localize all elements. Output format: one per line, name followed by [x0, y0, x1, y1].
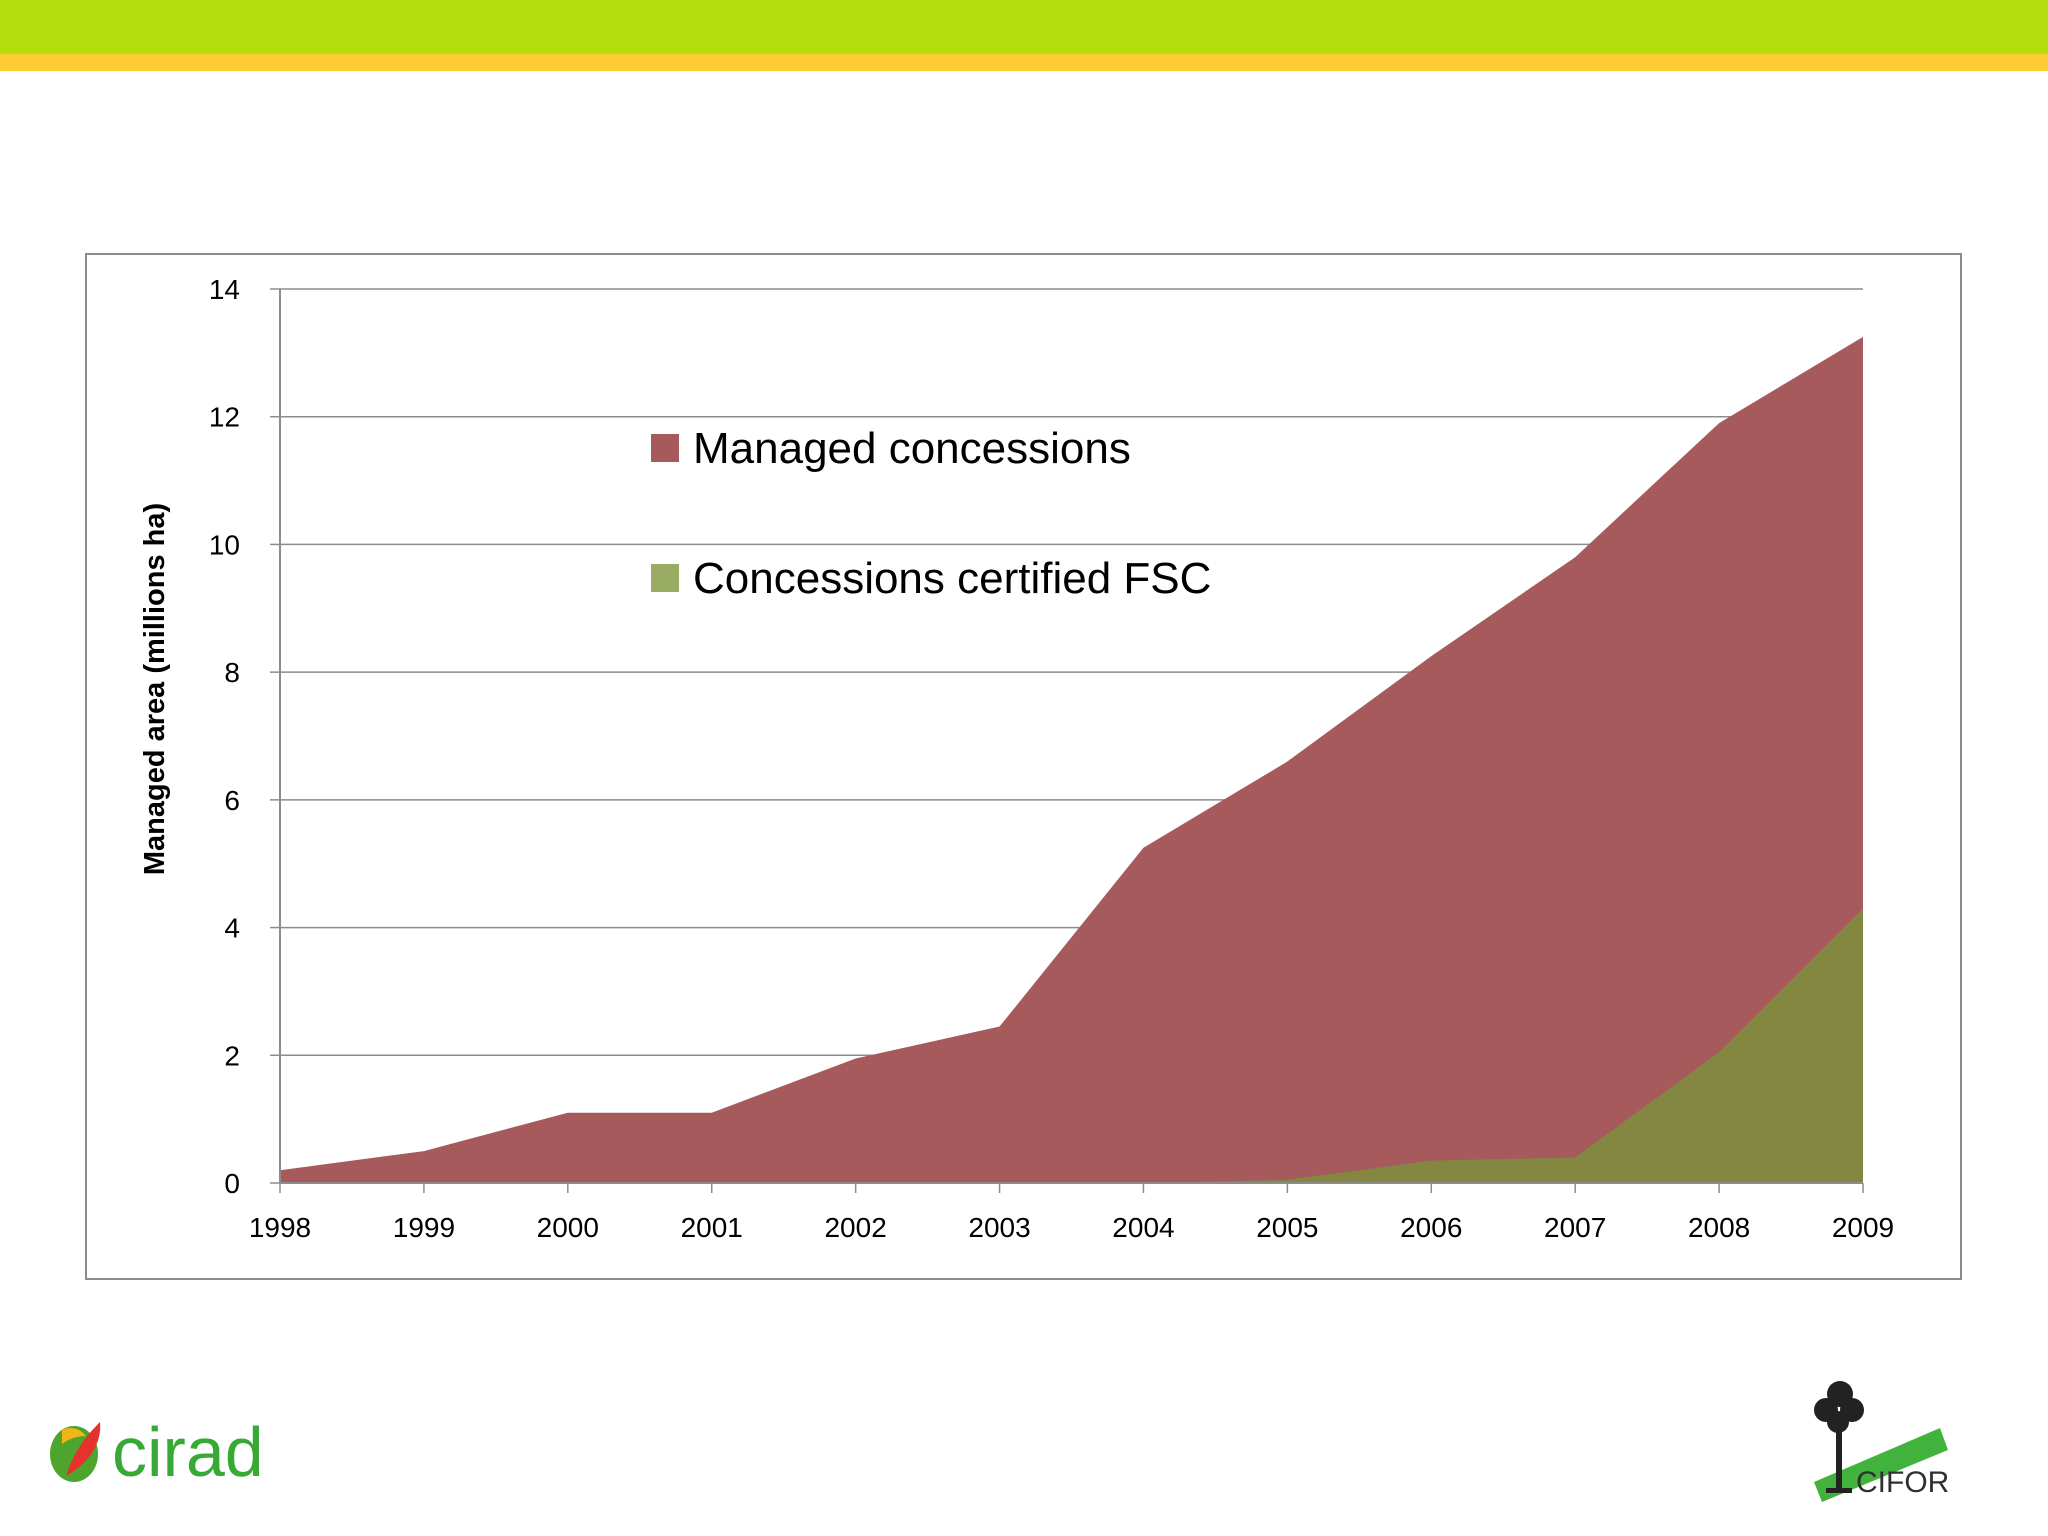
x-tick-label: 2006 [1400, 1212, 1462, 1243]
legend-label: Concessions certified FSC [693, 554, 1211, 603]
legend-swatch [651, 434, 679, 462]
series-area-certified-fsc [280, 908, 1863, 1183]
y-tick-label: 2 [224, 1040, 240, 1071]
x-tick-label: 1999 [393, 1212, 455, 1243]
y-axis-label: Managed area (millions ha) [139, 503, 171, 875]
cifor-wordmark: CIFOR [1856, 1466, 1949, 1499]
cifor-tree-icon [1814, 1381, 1864, 1493]
x-tick-label: 1998 [249, 1212, 311, 1243]
x-tick-label: 2004 [1112, 1212, 1174, 1243]
y-tick-labels: 0 2 4 6 8 10 12 14 [209, 274, 240, 1199]
x-tick-label: 2002 [824, 1212, 886, 1243]
cirad-wordmark: cirad [112, 1413, 264, 1490]
x-tick-label: 2005 [1256, 1212, 1318, 1243]
y-tick-label: 12 [209, 402, 240, 433]
area-chart: 0 2 4 6 8 10 12 14 1998 1999 2000 2001 2002 2003 2004… [139, 274, 1894, 1243]
x-tick-label: 2009 [1832, 1212, 1894, 1243]
x-tick-label: 2007 [1544, 1212, 1606, 1243]
top-stripe [0, 54, 2048, 71]
cifor-brush-stroke [1814, 1428, 1948, 1502]
y-tick-label: 6 [224, 785, 240, 816]
legend-label: Managed concessions [693, 424, 1131, 473]
x-tick-label: 2003 [968, 1212, 1030, 1243]
y-tick-label: 0 [224, 1168, 240, 1199]
cifor-logo: CIFOR [1814, 1381, 1949, 1502]
x-tick-label: 2000 [537, 1212, 599, 1243]
y-tick-label: 10 [209, 529, 240, 560]
top-band [0, 0, 2048, 54]
legend: Managed concessions Concessions certified… [651, 424, 1211, 603]
cirad-logo: cirad [50, 1413, 264, 1490]
axes [279, 289, 1864, 1193]
x-tick-label: 2008 [1688, 1212, 1750, 1243]
cirad-leaf-icon [50, 1422, 101, 1482]
y-tick-label: 4 [224, 913, 240, 944]
x-tick-label: 2001 [681, 1212, 743, 1243]
y-tick-label: 14 [209, 274, 240, 305]
chart-frame: 0 2 4 6 8 10 12 14 1998 1999 2000 2001 2002 2003 2004… [85, 253, 1962, 1280]
y-tick-label: 8 [224, 657, 240, 688]
legend-swatch [651, 564, 679, 592]
series-area-managed-concessions [280, 336, 1863, 1184]
series-areas [280, 336, 1863, 1184]
x-tick-labels: 1998 1999 2000 2001 2002 2003 2004 2005 2006 2007… [249, 1212, 1894, 1243]
